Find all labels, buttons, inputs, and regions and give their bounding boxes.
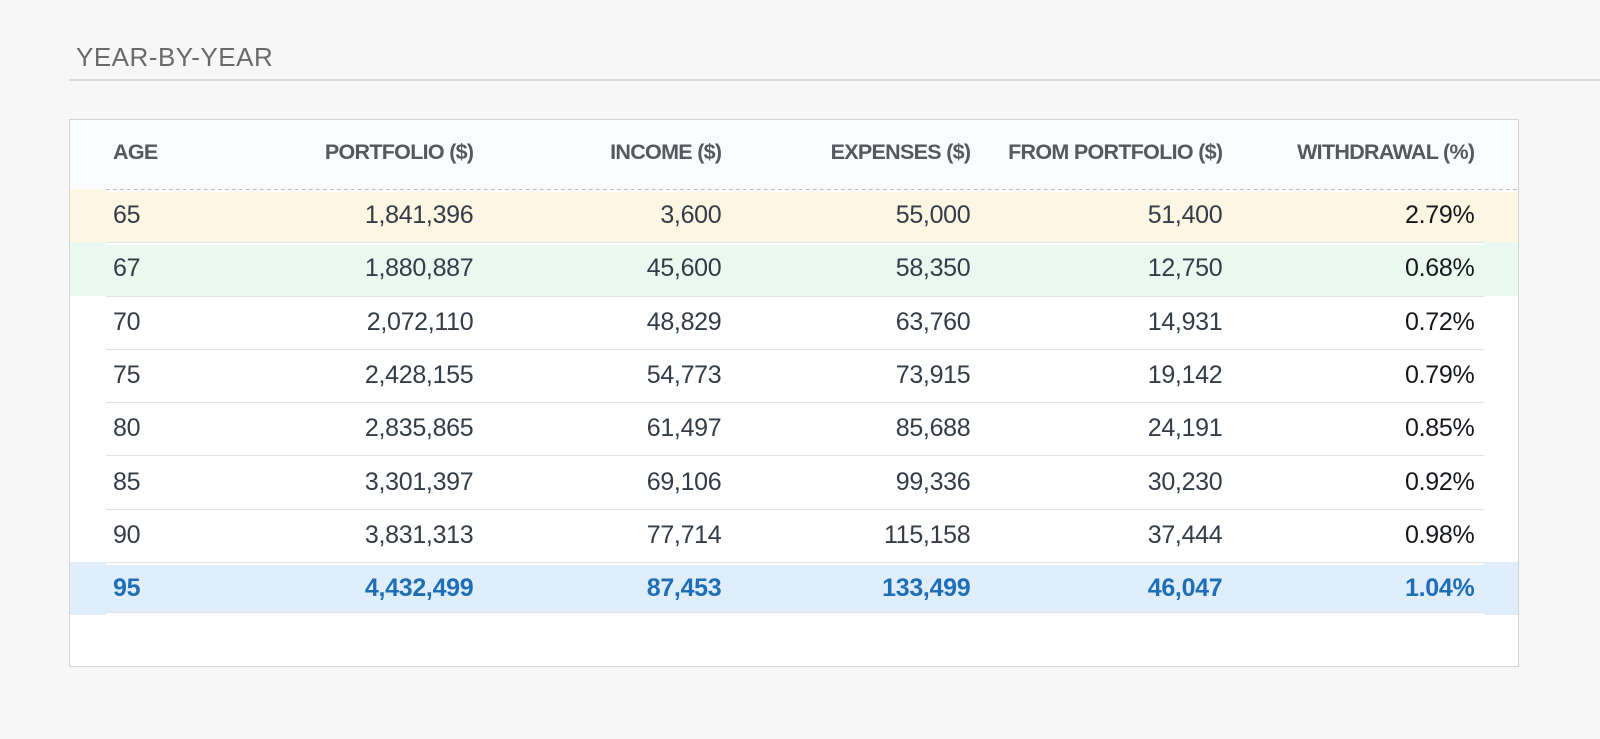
table-row-age-80: 80 2,835,865 61,497 85,688 24,191 0.85% (70, 402, 1518, 455)
cell-age: 90 (113, 520, 141, 549)
cell-from_portfolio: 46,047 (1147, 574, 1223, 603)
column-header-withdrawal: WITHDRAWAL (%) (1297, 139, 1475, 164)
cell-expenses: 99,336 (895, 467, 971, 496)
cell-portfolio: 1,880,887 (364, 254, 474, 283)
table-row-age-70: 70 2,072,110 48,829 63,760 14,931 0.72% (70, 295, 1518, 349)
cell-withdrawal: 2.79% (1405, 201, 1475, 230)
year-by-year-table-card: AGE PORTFOLIO ($) INCOME ($) EXPENSES ($) FR… (69, 119, 1519, 667)
cell-age: 95 (113, 574, 141, 603)
table-row-age-85: 85 3,301,397 69,106 99,336 30,230 0.92% (70, 455, 1518, 508)
cell-from_portfolio: 51,400 (1147, 201, 1223, 230)
cell-expenses: 55,000 (895, 201, 971, 230)
section-title-rule (69, 79, 1600, 81)
cell-income: 3,600 (660, 201, 722, 230)
cell-withdrawal: 1.04% (1405, 574, 1475, 603)
cell-withdrawal: 0.79% (1405, 361, 1475, 390)
cell-income: 87,453 (646, 574, 722, 603)
cell-age: 70 (113, 307, 141, 336)
cell-income: 45,600 (646, 254, 722, 283)
table-row-age-75: 75 2,428,155 54,773 73,915 19,142 0.79% (70, 348, 1518, 402)
cell-expenses: 58,350 (895, 254, 971, 283)
cell-age: 65 (113, 201, 141, 230)
column-header-from_portfolio: FROM PORTFOLIO ($) (1008, 139, 1223, 164)
column-header-income: INCOME ($) (610, 139, 722, 164)
table-row-age-95: 95 4,432,499 87,453 133,499 46,047 1.04% (70, 562, 1518, 616)
cell-expenses: 115,158 (883, 520, 971, 549)
cell-portfolio: 2,428,155 (364, 361, 474, 390)
cell-withdrawal: 0.72% (1405, 307, 1475, 336)
column-header-expenses: EXPENSES ($) (830, 139, 971, 164)
cell-withdrawal: 0.85% (1405, 414, 1475, 443)
column-header-portfolio: PORTFOLIO ($) (324, 139, 474, 164)
cell-from_portfolio: 12,750 (1147, 254, 1223, 283)
cell-expenses: 63,760 (895, 307, 971, 336)
section-title: YEAR-BY-YEAR (76, 42, 274, 72)
cell-income: 61,497 (646, 414, 722, 443)
cell-age: 85 (113, 467, 141, 496)
cell-withdrawal: 0.92% (1405, 467, 1475, 496)
cell-portfolio: 3,831,313 (364, 520, 474, 549)
table-header-row: AGE PORTFOLIO ($) INCOME ($) EXPENSES ($) FR… (70, 120, 1518, 189)
cell-income: 48,829 (646, 307, 722, 336)
cell-from_portfolio: 30,230 (1147, 467, 1223, 496)
cell-from_portfolio: 37,444 (1147, 520, 1223, 549)
column-header-age: AGE (113, 139, 158, 164)
table-row-age-67: 67 1,880,887 45,600 58,350 12,750 0.68% (70, 242, 1518, 296)
cell-expenses: 133,499 (882, 574, 971, 603)
table-row-age-65: 65 1,841,396 3,600 55,000 51,400 2.79% (70, 189, 1518, 243)
cell-withdrawal: 0.98% (1405, 520, 1475, 549)
cell-withdrawal: 0.68% (1405, 254, 1475, 283)
cell-from_portfolio: 14,931 (1147, 307, 1223, 336)
cell-from_portfolio: 19,142 (1147, 361, 1223, 390)
cell-portfolio: 4,432,499 (364, 574, 474, 603)
cell-portfolio: 2,835,865 (364, 414, 474, 443)
cell-portfolio: 1,841,396 (364, 201, 474, 230)
cell-expenses: 73,915 (895, 361, 971, 390)
cell-from_portfolio: 24,191 (1147, 414, 1223, 443)
cell-income: 77,714 (646, 520, 722, 549)
cell-portfolio: 3,301,397 (364, 467, 474, 496)
cell-expenses: 85,688 (895, 414, 971, 443)
cell-income: 54,773 (646, 361, 722, 390)
cell-portfolio: 2,072,110 (366, 307, 474, 336)
table-body: 65 1,841,396 3,600 55,000 51,400 2.79% 67 1,880… (70, 189, 1518, 616)
cell-income: 69,106 (646, 467, 722, 496)
cell-age: 75 (113, 361, 141, 390)
cell-age: 67 (113, 254, 141, 283)
table-row-age-90: 90 3,831,313 77,714 115,158 37,444 0.98% (70, 508, 1518, 562)
cell-age: 80 (113, 414, 141, 443)
